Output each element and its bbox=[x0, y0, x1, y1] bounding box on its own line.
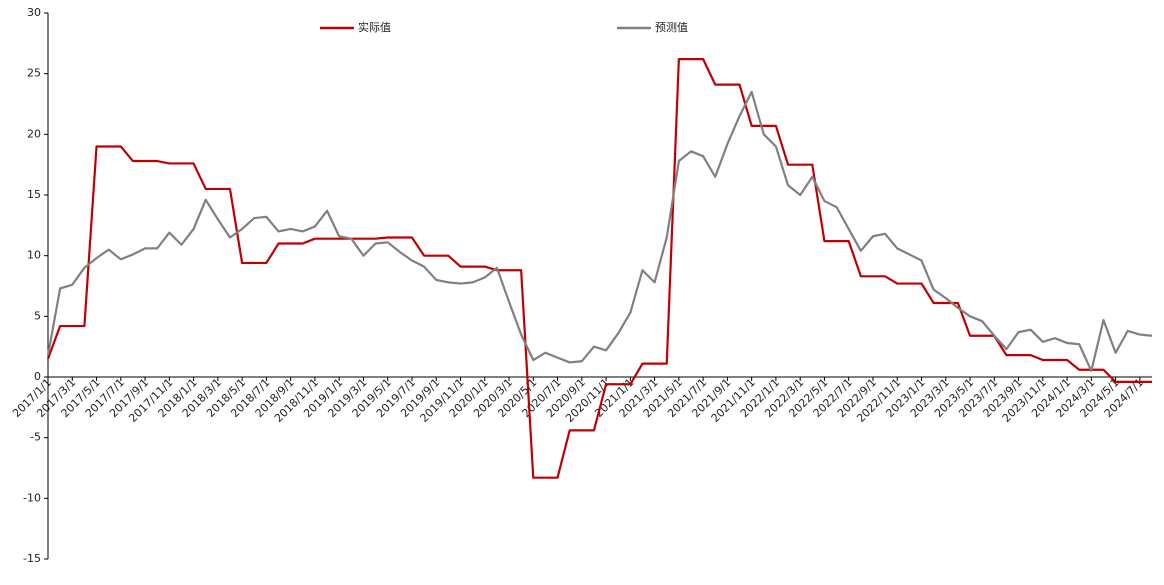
y-tick-label: 25 bbox=[27, 67, 41, 80]
y-tick-label: 10 bbox=[27, 249, 41, 262]
legend-label: 实际值 bbox=[358, 20, 391, 34]
y-tick-label: -5 bbox=[30, 431, 41, 444]
y-tick-label: -10 bbox=[23, 491, 41, 504]
series-line bbox=[46, 58, 1152, 479]
y-tick-label: 30 bbox=[27, 6, 41, 19]
series-line bbox=[46, 90, 1153, 373]
legend-label: 预测值 bbox=[655, 21, 688, 34]
y-tick-label: 15 bbox=[27, 188, 41, 201]
y-tick-label: 5 bbox=[34, 309, 41, 322]
y-tick-label: -15 bbox=[23, 552, 41, 565]
y-tick-label: 20 bbox=[27, 127, 41, 140]
y-tick-label: 0 bbox=[34, 370, 41, 383]
